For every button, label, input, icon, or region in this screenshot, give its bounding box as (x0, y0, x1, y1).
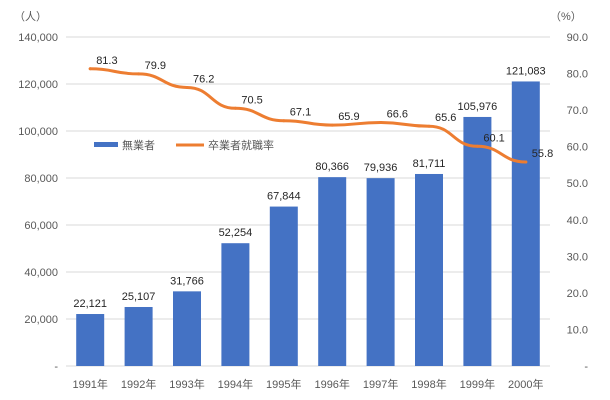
bar-data-labels: 22,121 25,107 31,766 52,254 67,844 80,366 79,9… (73, 65, 545, 310)
right-axis-tick-label: 40.0 (567, 215, 588, 227)
line-data-label: 79.9 (145, 60, 166, 72)
line-series (88, 67, 528, 164)
bar (511, 81, 540, 366)
line-point (427, 124, 431, 128)
line-point (88, 67, 92, 71)
bar (173, 291, 201, 366)
right-axis-tick-label: - (584, 361, 588, 373)
left-axis-tick-label: 60,000 (24, 220, 58, 232)
x-axis-tick-label: 1998年 (411, 377, 446, 391)
line-data-labels: 81.3 79.9 76.2 70.5 67.1 65.9 66.6 65.6 60.1 55.8 (96, 55, 553, 160)
bar (318, 177, 347, 366)
line-point (185, 85, 189, 89)
bar-data-label: 25,107 (122, 291, 156, 303)
legend-label-bar: 無業者 (122, 138, 155, 152)
left-axis-tick-label: 20,000 (24, 314, 58, 326)
left-axis-tick-label: 120,000 (18, 79, 58, 91)
x-axis-tick-label: 1996年 (314, 377, 349, 391)
legend: 無業者 卒業者就職率 (94, 138, 274, 152)
x-axis-tick-label: 1993年 (169, 377, 204, 391)
bar-data-label: 81,711 (413, 158, 446, 170)
right-axis-tick-label: 30.0 (567, 251, 588, 263)
x-axis-tick-label: 1992年 (121, 377, 156, 391)
line-data-label: 65.6 (435, 112, 456, 124)
left-axis-tick-label: 140,000 (18, 32, 58, 44)
right-axis-unit-label: （%） (550, 10, 582, 23)
x-axis-tick-label: 2000年 (508, 377, 543, 391)
right-axis-tick-label: 20.0 (567, 288, 588, 300)
bar (415, 173, 443, 366)
right-axis-tick-label: 70.0 (567, 105, 588, 117)
bar (366, 178, 395, 366)
bar-series (76, 81, 540, 367)
line-data-label: 67.1 (290, 107, 311, 119)
left-axis-ticks: - 20,000 40,000 60,000 80,000 100,000 120,000 1… (18, 32, 58, 373)
line-data-label: 65.9 (338, 111, 359, 123)
x-axis-tick-label: 1994年 (218, 377, 253, 391)
x-axis-ticks: 1991年 1992年 1993年 1994年 1995年 1996年 1997年 1998年… (72, 377, 543, 391)
x-axis-tick-label: 1995年 (266, 377, 301, 391)
line-data-label: 60.1 (483, 132, 504, 144)
bar-data-label: 67,844 (267, 191, 301, 203)
left-axis-tick-label: 40,000 (24, 267, 58, 279)
right-axis-tick-label: 60.0 (567, 142, 588, 154)
line-data-label: 66.6 (387, 109, 408, 121)
right-axis-tick-label: 50.0 (567, 178, 588, 190)
bar-data-label: 52,254 (219, 227, 253, 239)
bar (221, 243, 250, 366)
left-axis-tick-label: - (54, 361, 58, 373)
line-data-label: 55.8 (532, 148, 553, 160)
legend-label-line: 卒業者就職率 (208, 138, 274, 152)
bar-data-label: 105,976 (458, 101, 498, 113)
right-axis-tick-label: 80.0 (567, 69, 588, 81)
line-point (475, 144, 479, 148)
right-axis-tick-label: 90.0 (567, 32, 588, 44)
x-axis-tick-label: 1997年 (363, 377, 398, 391)
bar-data-label: 80,366 (315, 161, 349, 173)
bar-data-label: 79,936 (364, 162, 398, 174)
line-point (282, 119, 286, 123)
bar-data-label: 121,083 (506, 65, 546, 77)
line-point (137, 72, 141, 76)
line-point (524, 160, 528, 164)
right-axis-ticks: - 10.0 20.0 30.0 40.0 50.0 60.0 70.0 80.0 90.0 (567, 32, 589, 373)
line-data-label: 76.2 (193, 73, 214, 85)
right-axis-tick-label: 10.0 (567, 324, 588, 336)
bar (463, 116, 492, 367)
bar-data-label: 22,121 (73, 298, 107, 310)
line-point (330, 123, 334, 127)
line-point (233, 106, 237, 110)
x-axis-tick-label: 1999年 (460, 377, 495, 391)
legend-swatch-bar (94, 142, 118, 147)
left-axis-unit-label: （人） (14, 10, 47, 23)
bar (76, 314, 105, 366)
bar (124, 306, 153, 366)
left-axis-tick-label: 100,000 (18, 126, 58, 138)
line-point (379, 121, 383, 125)
x-axis-tick-label: 1991年 (72, 377, 107, 391)
line-data-label: 81.3 (96, 55, 117, 67)
line-data-label: 70.5 (241, 94, 262, 106)
bar-data-label: 31,766 (170, 275, 204, 287)
left-axis-tick-label: 80,000 (24, 173, 58, 185)
bar (269, 206, 298, 366)
line-path (88, 67, 528, 164)
